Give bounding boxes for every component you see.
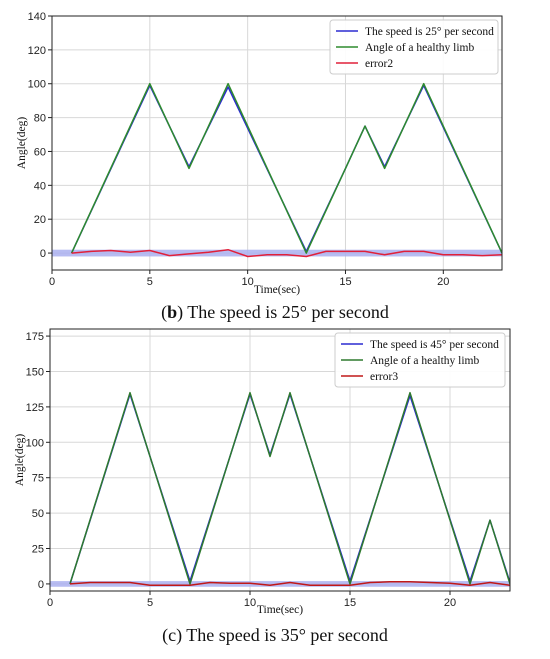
y-tick-label: 25 [32, 544, 44, 556]
y-tick-label: 20 [34, 214, 46, 226]
y-tick-label: 50 [32, 508, 44, 520]
series-layer-c [50, 391, 510, 587]
y-tick-label: 0 [40, 248, 46, 260]
y-axis-label-b: Angle(deg) [16, 117, 28, 170]
x-axis-label-c: Time(sec) [257, 604, 303, 616]
ticks-c: 0 5 10 15 20 0 25 50 75 100 125 150 175 [26, 331, 456, 609]
legend-label: error2 [365, 58, 393, 70]
legend-label: The speed is 45° per second [370, 339, 499, 351]
y-tick-label: 75 [32, 473, 44, 485]
chart-panel-b: 0 5 10 15 20 0 20 40 60 80 100 120 140 Time(sec) Ang… [16, 11, 503, 323]
y-axis-label-c: Angle(deg) [14, 434, 26, 487]
x-tick-label: 0 [49, 276, 55, 288]
y-tick-label: 120 [28, 45, 46, 57]
x-tick-label: 5 [147, 276, 153, 288]
y-tick-label: 175 [26, 331, 44, 343]
y-tick-label: 140 [28, 11, 46, 23]
x-tick-label: 0 [47, 597, 53, 609]
series-line-3 [71, 248, 502, 258]
caption-b-text: The speed is 25° per second [183, 302, 389, 322]
y-tick-label: 125 [26, 402, 44, 414]
plot-frame-b [51, 15, 503, 271]
caption-b: (b) The speed is 25° per second [161, 302, 389, 323]
series-line-2 [70, 82, 502, 254]
legend-label: Angle of a healthy limb [370, 355, 479, 367]
error-band [52, 249, 502, 257]
x-tick-label: 20 [444, 597, 456, 609]
x-tick-label: 10 [244, 597, 256, 609]
legend-c: The speed is 45° per second Angle of a he… [334, 332, 506, 388]
series-line-3 [69, 581, 510, 587]
grid-b [51, 15, 502, 270]
caption-b-letter: b [167, 302, 177, 322]
y-tick-label: 100 [28, 79, 46, 91]
y-tick-label: 150 [26, 366, 44, 378]
x-tick-label: 15 [344, 597, 356, 609]
ticks-b: 0 5 10 15 20 0 20 40 60 80 100 120 140 [28, 11, 450, 288]
x-tick-label: 10 [242, 276, 254, 288]
y-tick-label: 40 [34, 180, 46, 192]
legend-box [334, 332, 506, 388]
legend-b: The speed is 25° per second Angle of a he… [329, 19, 499, 75]
legend-label: The speed is 25° per second [365, 26, 494, 38]
x-axis-label-b: Time(sec) [254, 284, 300, 296]
y-tick-label: 80 [34, 113, 46, 125]
legend-label: Angle of a healthy limb [365, 42, 474, 54]
y-tick-label: 0 [38, 579, 44, 591]
y-tick-label: 60 [34, 146, 46, 158]
x-tick-label: 5 [147, 597, 153, 609]
series-layer-b [52, 82, 502, 258]
caption-c: (c) The speed is 35° per second [162, 625, 388, 646]
legend-box [329, 19, 499, 75]
x-tick-label: 15 [339, 276, 351, 288]
x-tick-label: 20 [437, 276, 449, 288]
legend-label: error3 [370, 371, 398, 383]
plot-frame-c [49, 328, 511, 592]
chart-panel-c: 0 5 10 15 20 0 25 50 75 100 125 150 175 Time(sec) An… [14, 328, 511, 646]
y-tick-label: 100 [26, 437, 44, 449]
series-line-2 [69, 391, 510, 585]
